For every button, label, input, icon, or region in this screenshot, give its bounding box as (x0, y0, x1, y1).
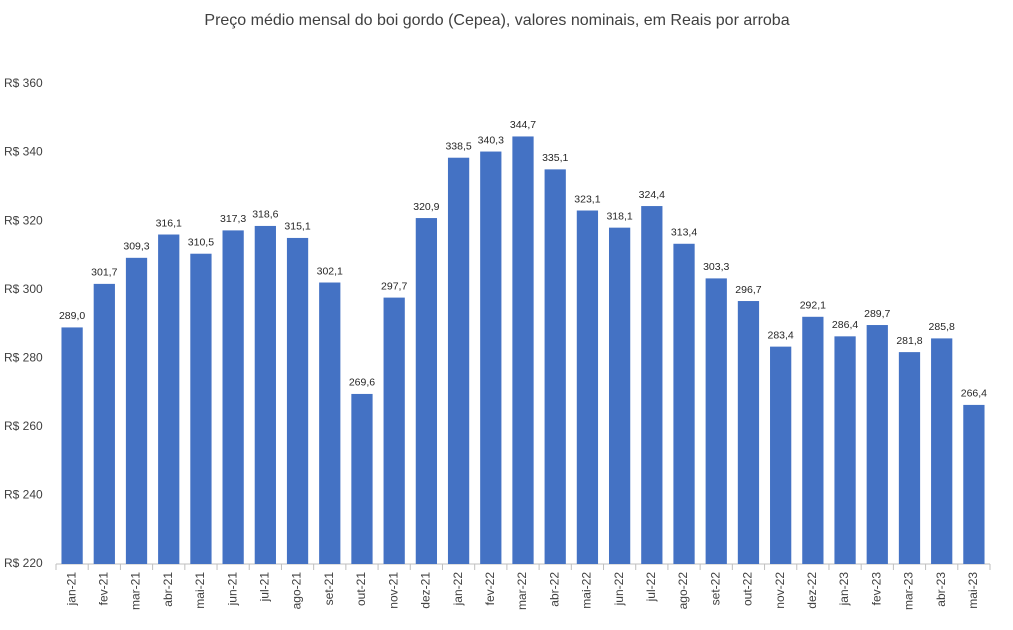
value-label: 285,8 (929, 321, 955, 333)
bar (705, 278, 727, 564)
x-tick-label: ago-22 (676, 572, 690, 610)
value-label: 310,5 (188, 236, 214, 248)
bar (158, 234, 180, 564)
value-label: 315,1 (284, 221, 310, 233)
x-tick-label: mai-23 (966, 572, 980, 609)
value-label: 317,3 (220, 213, 246, 225)
value-label: 286,4 (832, 319, 858, 331)
x-tick-label: set-22 (708, 572, 722, 606)
x-tick-label: out-21 (354, 572, 368, 606)
bar (898, 352, 921, 564)
x-tick-label: mar-22 (515, 572, 529, 610)
bar (93, 283, 115, 564)
bar (512, 136, 534, 564)
value-label: 335,1 (542, 152, 568, 164)
bar (415, 218, 438, 565)
x-tick-label: mai-21 (193, 572, 207, 609)
x-tick-label: dez-21 (419, 572, 433, 609)
x-tick-label: jan-22 (451, 572, 465, 607)
x-tick-label: jun-21 (225, 572, 239, 607)
value-label: 266,4 (961, 388, 987, 400)
y-tick-label: R$ 260 (4, 419, 43, 433)
value-label: 338,5 (445, 140, 471, 152)
x-tick-label: mar-23 (902, 572, 916, 610)
y-tick-label: R$ 320 (4, 213, 43, 227)
value-label: 309,3 (123, 241, 149, 253)
value-label: 323,1 (574, 193, 600, 205)
value-label: 313,4 (671, 227, 697, 239)
value-label: 283,4 (768, 329, 794, 341)
x-tick-label: abr-23 (934, 572, 948, 607)
x-tick-label: fev-22 (483, 572, 497, 606)
x-tick-label: jul-22 (644, 572, 658, 603)
value-label: 281,8 (896, 335, 922, 347)
y-tick-label: R$ 240 (4, 488, 43, 502)
x-tick-label: jun-22 (612, 572, 626, 607)
bar (931, 338, 953, 564)
x-tick-label: mar-21 (129, 572, 143, 610)
bar (866, 325, 888, 564)
value-label: 324,4 (639, 189, 665, 201)
bar (125, 257, 148, 564)
y-tick-label: R$ 280 (4, 350, 43, 364)
bar (319, 282, 341, 564)
bar (383, 297, 405, 564)
value-label: 303,3 (703, 261, 729, 273)
x-tick-label: nov-21 (386, 572, 400, 609)
y-tick-label: R$ 220 (4, 556, 43, 570)
x-tick-label: out-22 (741, 572, 755, 606)
bar (963, 404, 985, 564)
bar (544, 169, 566, 564)
chart-title: Preço médio mensal do boi gordo (Cepea),… (204, 12, 789, 29)
value-label: 289,7 (864, 308, 890, 320)
bar (673, 243, 695, 564)
value-label: 292,1 (800, 300, 826, 312)
bar (254, 225, 276, 564)
x-tick-label: abr-21 (161, 572, 175, 607)
bar (737, 301, 760, 564)
value-label: 340,3 (478, 134, 504, 146)
x-tick-label: ago-21 (290, 572, 304, 610)
value-label: 269,6 (349, 377, 375, 389)
bar (351, 393, 373, 564)
bar (61, 327, 83, 564)
x-tick-label: set-21 (322, 572, 336, 606)
bar (480, 151, 502, 565)
value-label: 302,1 (317, 265, 343, 277)
x-tick-label: fev-23 (869, 572, 883, 606)
bar (641, 206, 663, 565)
x-tick-label: abr-22 (547, 572, 561, 607)
value-label: 316,1 (156, 217, 182, 229)
x-tick-label: fev-21 (96, 572, 110, 606)
value-label: 344,7 (510, 119, 536, 131)
value-label: 296,7 (735, 284, 761, 296)
bar (802, 316, 824, 564)
value-label: 320,9 (413, 201, 439, 213)
x-tick-label: nov-22 (773, 572, 787, 609)
bar (576, 210, 599, 564)
value-label: 297,7 (381, 280, 407, 292)
x-tick-label: mai-22 (580, 572, 594, 609)
x-tick-label: dez-22 (805, 572, 819, 609)
bar (770, 346, 792, 564)
y-tick-label: R$ 360 (4, 76, 43, 90)
value-label: 301,7 (91, 267, 117, 279)
x-tick-label: jan-23 (837, 572, 851, 607)
y-tick-label: R$ 340 (4, 145, 43, 159)
bar (447, 157, 470, 564)
bar (834, 336, 856, 564)
value-label: 289,0 (59, 310, 85, 322)
x-tick-label: jan-21 (64, 572, 78, 607)
bar (286, 237, 309, 564)
bar (190, 253, 212, 564)
bar (222, 230, 244, 564)
value-label: 318,1 (606, 210, 632, 222)
value-label: 318,6 (252, 209, 278, 221)
y-tick-label: R$ 300 (4, 282, 43, 296)
x-tick-label: jul-21 (258, 572, 272, 603)
bar (608, 227, 631, 564)
